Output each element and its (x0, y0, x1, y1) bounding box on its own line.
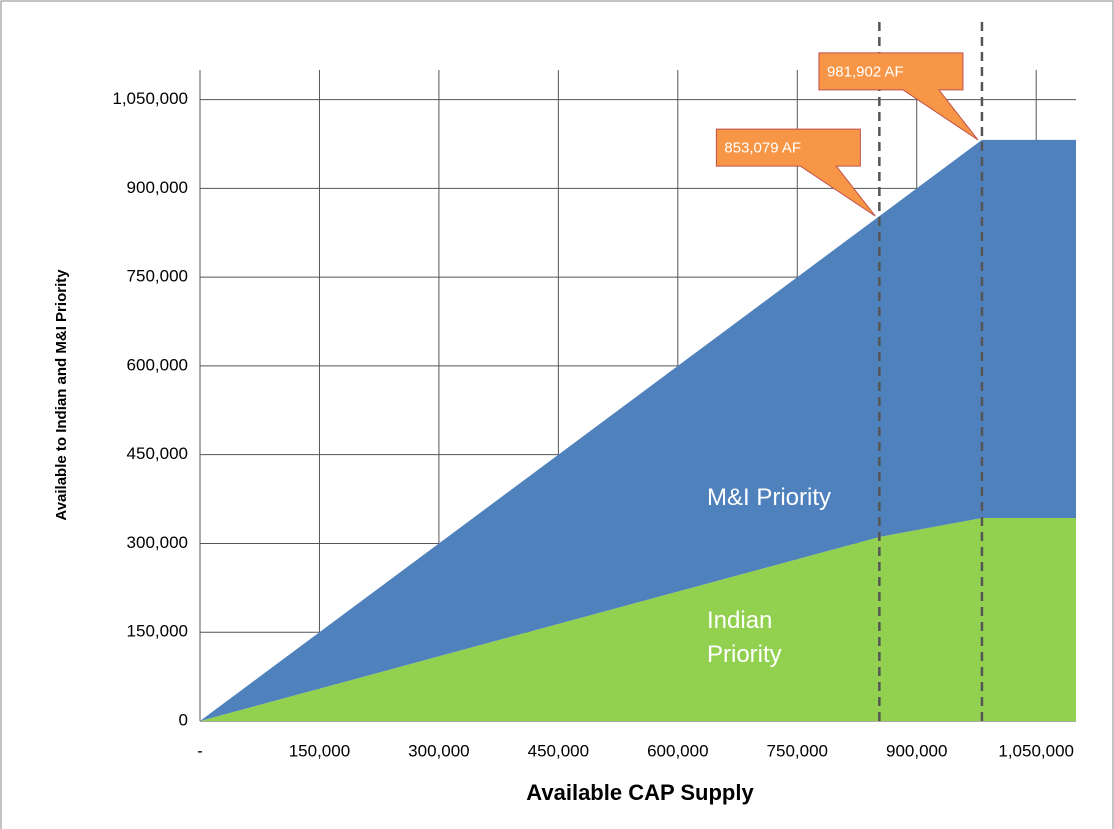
x-tick-label: 300,000 (408, 741, 469, 760)
area (200, 518, 1076, 721)
overlay: 853,079 AF 981,902 AF (715, 22, 984, 721)
y-tick-label: 750,000 (127, 267, 188, 286)
x-tick-label: 450,000 (528, 741, 589, 760)
y-tick-label: 300,000 (127, 533, 188, 552)
x-tick-label: 900,000 (886, 741, 947, 760)
y-tick-label: 450,000 (127, 444, 188, 463)
area (200, 139, 1076, 721)
y-tick-label: 0 (179, 710, 188, 729)
y-tick-label: 600,000 (127, 355, 188, 374)
x-tick-label: 600,000 (647, 741, 708, 760)
x-tick-label: 150,000 (289, 741, 350, 760)
y-axis-label: Available to Indian and M&I Priority (53, 269, 70, 521)
y-tick-label: 150,000 (127, 622, 188, 641)
x-tick-label: - (197, 741, 203, 760)
callout (818, 52, 979, 141)
callout (715, 128, 876, 217)
x-tick-label: 1,050,000 (998, 741, 1074, 760)
area-label: Indian Priority (707, 607, 782, 668)
areas (200, 139, 1076, 721)
y-tick-label: 1,050,000 (112, 89, 188, 108)
callout-text: 981,902 AF (827, 63, 904, 80)
x-tick-label: 750,000 (767, 741, 828, 760)
area-label: M&I Priority (707, 484, 832, 511)
x-axis-label: Available CAP Supply (526, 780, 754, 805)
y-tick-label: 900,000 (127, 178, 188, 197)
callout-text: 853,079 AF (724, 140, 801, 157)
